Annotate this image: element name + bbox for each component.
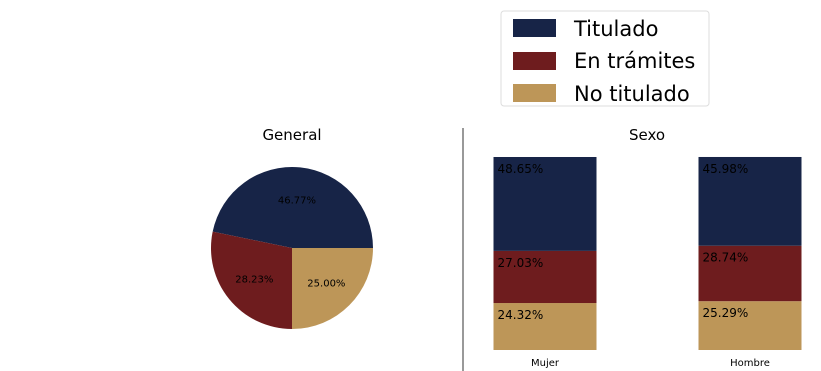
bar-chart-title: Sexo xyxy=(629,126,665,144)
bar-segment-mujer-en-tramites xyxy=(493,250,597,304)
bar-segment-hombre-en-tramites xyxy=(698,245,802,302)
bar-label-hombre-titulado: 45.98% xyxy=(703,162,749,176)
legend-swatch-en-tramites xyxy=(513,52,556,70)
legend-label-no-titulado: No titulado xyxy=(574,82,690,106)
bar-segment-hombre-no-titulado xyxy=(698,301,802,350)
bar-tick-hombre: Hombre xyxy=(730,358,770,369)
legend-label-en-tramites: En trámites xyxy=(574,49,695,73)
pie-labels: 46.77% 28.23% 25.00% xyxy=(235,196,345,290)
legend-label-titulado: Titulado xyxy=(573,17,658,41)
bar-segments xyxy=(493,156,802,350)
pie-slice-en-tramites xyxy=(210,231,292,329)
pie-slice-label-en-tramites: 28.23% xyxy=(235,275,273,286)
pie-chart-general: General 46.77% 28.23% 25.00% xyxy=(210,126,373,329)
pie-slice-label-titulado: 46.77% xyxy=(278,196,316,207)
bar-segment-labels: 24.32% 27.03% 48.65% 25.29% 28.74% 45.98% xyxy=(498,162,749,322)
legend: Titulado En trámites No titulado xyxy=(500,10,710,107)
bar-segment-mujer-titulado xyxy=(493,157,597,251)
legend-swatch-titulado xyxy=(513,19,556,37)
pie-slice-no-titulado xyxy=(292,248,373,329)
bar-label-hombre-en-tramites: 28.74% xyxy=(703,251,749,265)
pie-chart-title: General xyxy=(262,126,321,144)
bar-segment-hombre-titulado xyxy=(698,156,802,246)
pie-slice-titulado xyxy=(212,166,373,248)
bar-segment-mujer-no-titulado xyxy=(493,303,597,350)
bar-label-mujer-no-titulado: 24.32% xyxy=(498,308,544,322)
bar-label-hombre-no-titulado: 25.29% xyxy=(703,306,749,320)
bar-tick-mujer: Mujer xyxy=(531,358,560,369)
pie-slice-label-no-titulado: 25.00% xyxy=(307,278,345,289)
bar-label-mujer-en-tramites: 27.03% xyxy=(498,256,544,270)
bar-category-ticks: Mujer Hombre xyxy=(531,358,770,369)
bar-label-mujer-titulado: 48.65% xyxy=(498,162,544,176)
bar-chart-sexo: Sexo 24.32% 27.03% 48.65% 25.29% 28.74% 45.98… xyxy=(493,126,802,369)
pie-slices xyxy=(210,166,373,329)
legend-swatch-no-titulado xyxy=(513,84,556,102)
